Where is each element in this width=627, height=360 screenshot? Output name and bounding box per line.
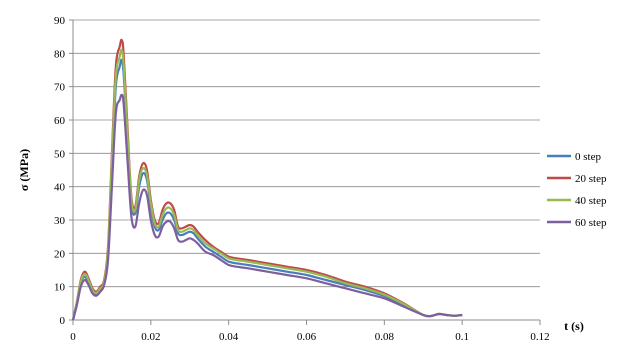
y-tick-label: 90 <box>54 15 66 27</box>
x-axis-title: t (s) <box>564 319 584 333</box>
y-tick-label: 10 <box>54 282 66 294</box>
x-tick-label: 0.06 <box>297 331 317 343</box>
x-tick-label: 0.1 <box>455 331 469 343</box>
legend-label-3: 60 step <box>575 217 607 229</box>
x-tick-label: 0.04 <box>219 331 239 343</box>
legend-label-1: 20 step <box>575 173 607 185</box>
y-tick-label: 60 <box>54 115 66 127</box>
plot-area <box>71 38 463 321</box>
legend: 0 step 20 step 40 step 60 step <box>547 151 607 229</box>
y-tick-label: 40 <box>54 182 66 194</box>
y-tick-label: 20 <box>54 248 66 260</box>
grid <box>73 19 540 288</box>
legend-label-2: 40 step <box>575 195 607 207</box>
legend-label-0: 0 step <box>575 151 601 163</box>
x-tick-label: 0 <box>70 331 76 343</box>
y-tick-label: 80 <box>54 48 66 60</box>
y-axis-title: σ (MPa) <box>17 149 31 191</box>
series-line-3 <box>71 93 463 321</box>
x-tick-label: 0.08 <box>375 331 395 343</box>
series-line-2 <box>71 48 463 321</box>
y-tick-label: 30 <box>54 215 66 227</box>
y-tick-label: 50 <box>54 148 66 160</box>
y-tick-label: 70 <box>54 82 66 94</box>
y-tick-label: 0 <box>60 315 66 327</box>
x-tick-label: 0.12 <box>530 331 549 343</box>
axes: 0 10 20 30 40 50 60 70 80 90 0 0.02 0.04 0.06 0.08 0.1 0… <box>17 15 584 343</box>
series-line-1 <box>71 38 463 321</box>
x-tick-label: 0.02 <box>141 331 160 343</box>
